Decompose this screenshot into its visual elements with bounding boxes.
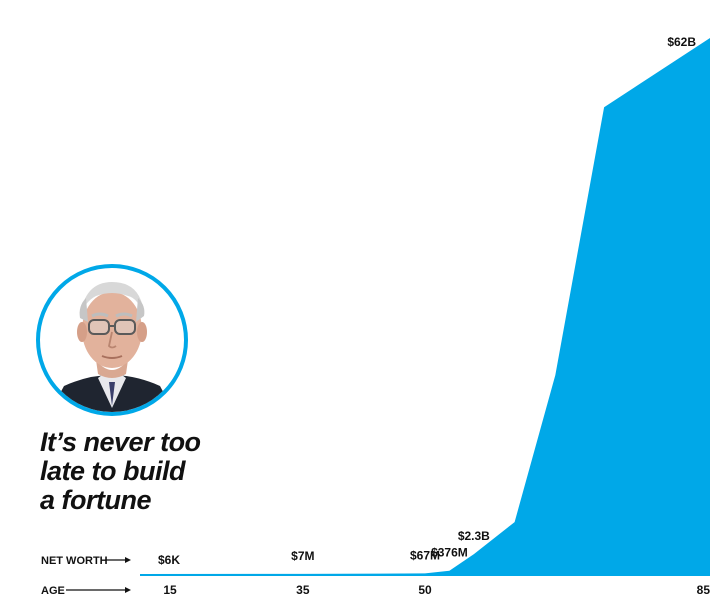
net-worth-arrow [105, 557, 131, 563]
value-label: $6K [158, 553, 180, 567]
value-label: $62B [667, 35, 696, 49]
value-label: $67M [410, 548, 440, 562]
net-worth-area [140, 38, 710, 576]
elderly-man-portrait-icon [50, 282, 174, 412]
portrait-avatar [36, 264, 188, 416]
age-tick-label: 85 [697, 583, 711, 597]
age-axis-label: AGE [41, 585, 65, 597]
net-worth-axis-label: NET WORTH [41, 555, 108, 567]
age-tick-label: 35 [296, 583, 310, 597]
headline: It’s never too late to build a fortune [40, 427, 201, 515]
value-label: $376M [431, 546, 468, 560]
value-label: $2.3B [458, 529, 490, 543]
age-tick-label: 50 [418, 583, 432, 597]
value-label: $7M [291, 549, 314, 563]
age-tick-label: 15 [163, 583, 177, 597]
age-arrow [66, 587, 131, 593]
